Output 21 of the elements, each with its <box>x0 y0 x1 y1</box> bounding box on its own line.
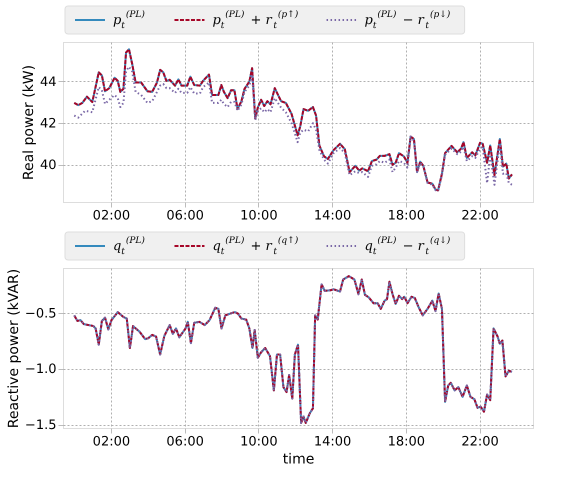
y-tick-label: −0.5 <box>24 306 56 322</box>
x-tick-label: 06:00 <box>166 434 204 450</box>
x-tick-label: 22:00 <box>461 208 499 224</box>
y-axis-title: Real power (kW) <box>20 64 37 180</box>
x-tick-label: 02:00 <box>92 434 130 450</box>
y-tick-label: 40 <box>40 158 56 174</box>
x-tick-label: 22:00 <box>461 434 499 450</box>
x-tick-label: 06:00 <box>166 208 204 224</box>
x-tick-label: 18:00 <box>388 208 426 224</box>
x-tick-label: 10:00 <box>240 208 278 224</box>
x-tick-label: 02:00 <box>92 208 130 224</box>
y-tick-label: −1.0 <box>24 362 56 378</box>
x-tick-label: 14:00 <box>314 434 352 450</box>
y-tick-label: 44 <box>40 74 56 90</box>
y-axis-title: Reactive power (kVAR) <box>6 268 22 428</box>
x-tick-label: 18:00 <box>388 434 426 450</box>
x-tick-label: 14:00 <box>314 208 352 224</box>
x-tick-label: 10:00 <box>240 434 278 450</box>
y-tick-label: −1.5 <box>24 418 56 434</box>
y-tick-label: 42 <box>40 116 56 132</box>
x-axis-title: time <box>282 452 314 468</box>
